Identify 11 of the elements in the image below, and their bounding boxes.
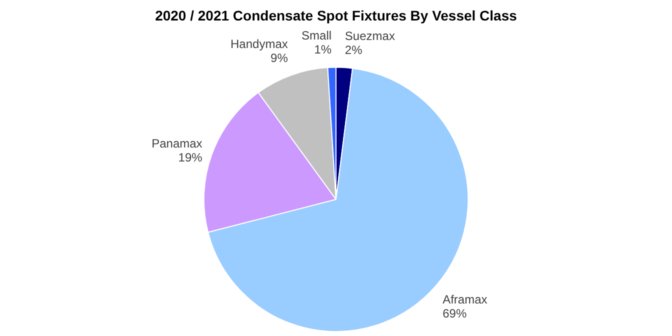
data-label: 2% [344,42,363,57]
data-label: 9% [270,51,288,66]
slice-label: Suezmax [344,28,395,43]
slice-label: Panamax [152,136,202,151]
slice-label: Handymax [230,37,288,52]
data-label: 69% [442,306,467,321]
data-label: 1% [314,42,332,57]
slice-label: Small [302,28,332,43]
chart-title: 2020 / 2021 Condensate Spot Fixtures By Vessel Class [155,7,518,24]
slice-label: Aframax [442,292,488,307]
data-label: 19% [178,150,203,165]
